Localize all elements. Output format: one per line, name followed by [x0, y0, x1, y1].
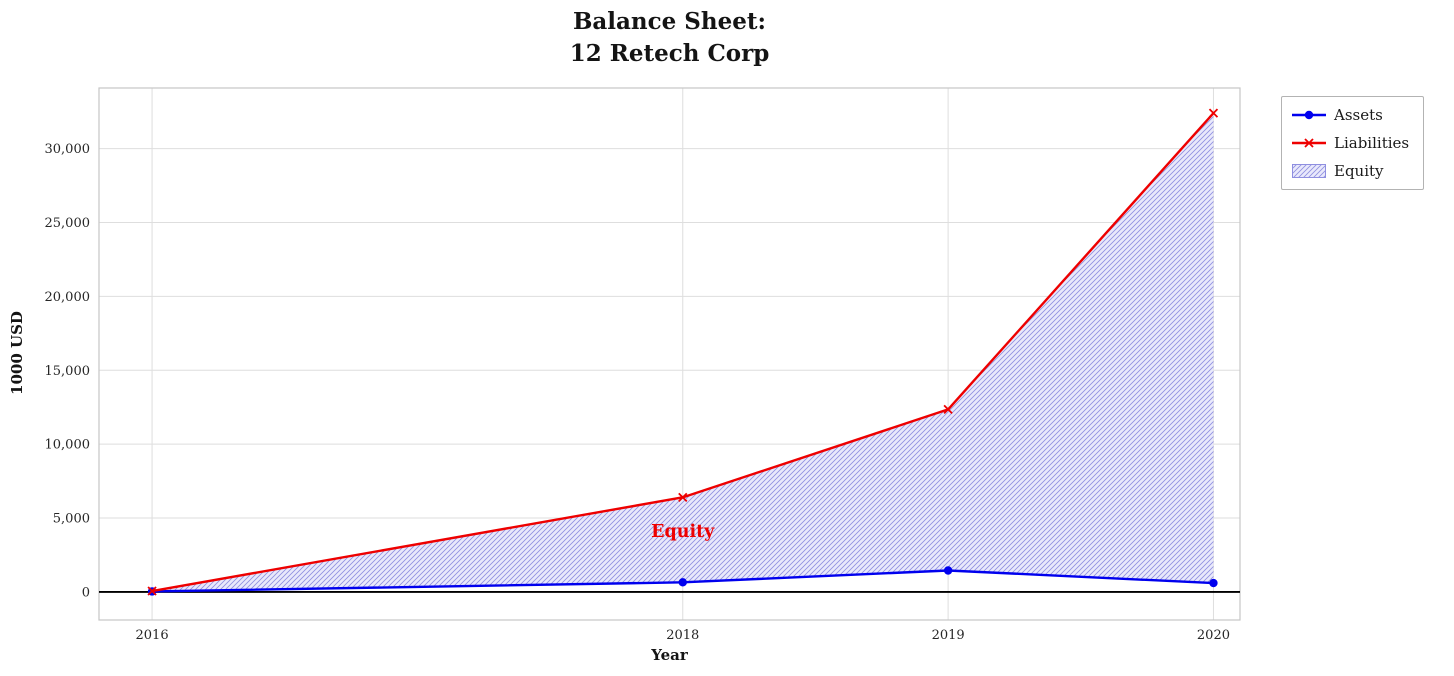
legend-label-liabilities: Liabilities	[1334, 134, 1410, 152]
y-tick-label: 20,000	[45, 290, 91, 305]
legend: Assets Liabilities Equity	[1281, 96, 1425, 190]
plot-border	[98, 87, 1241, 621]
x-axis-label: Year	[651, 646, 688, 664]
assets-marker	[678, 578, 687, 587]
legend-label-equity: Equity	[1334, 162, 1384, 180]
y-tick-label: 15,000	[45, 364, 91, 379]
equity-annotation: Equity	[651, 522, 715, 542]
y-tick-label: 30,000	[45, 142, 91, 157]
chart-title: Balance Sheet: 12 Retech Corp	[569, 8, 770, 67]
equity-hatch-patch-icon	[1292, 164, 1326, 178]
y-tick-label: 25,000	[45, 216, 91, 231]
x-tick-label: 2019	[932, 628, 965, 643]
liabilities-marker	[943, 404, 953, 415]
liabilities-marker	[1208, 108, 1219, 118]
legend-item-assets: Assets	[1292, 106, 1409, 124]
y-tick-label: 0	[82, 585, 90, 600]
y-tick-label: 5,000	[53, 512, 90, 527]
legend-label-assets: Assets	[1334, 106, 1383, 124]
assets-marker	[1209, 578, 1218, 588]
assets-marker	[943, 566, 953, 575]
liabilities-marker	[678, 492, 688, 502]
legend-item-equity: Equity	[1292, 162, 1409, 180]
x-tick-label: 2016	[136, 628, 169, 643]
liabilities-line-marker-icon	[1292, 136, 1326, 150]
x-tick-label: 2018	[666, 628, 699, 643]
legend-item-liabilities: Liabilities	[1292, 134, 1409, 152]
liabilities-line	[147, 108, 1219, 596]
assets-line-marker-icon	[1292, 108, 1326, 122]
y-tick-label: 10,000	[45, 438, 91, 453]
x-tick-label: 2020	[1197, 628, 1230, 643]
liabilities-marker	[147, 586, 157, 596]
equity-fill-area	[152, 113, 1214, 592]
